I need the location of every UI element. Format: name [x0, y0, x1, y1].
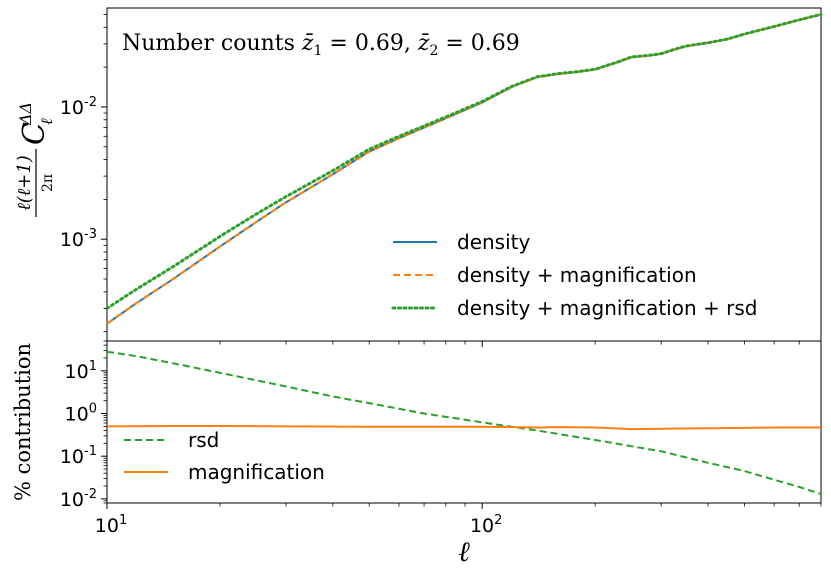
bottom-legend: rsd magnification: [124, 428, 325, 484]
y-tick-label: 101: [65, 359, 97, 383]
bottom-series-group: [106, 350, 822, 495]
legend-label-top-2: density + magnification + rsd: [457, 296, 757, 320]
top-x-ticks: [106, 341, 822, 347]
top-y-axis-label: ℓ(ℓ+1) 2π C ΔΔ ℓ: [14, 102, 56, 217]
x-axis-label: ℓ: [458, 535, 470, 568]
svg-text:ℓ(ℓ+1): ℓ(ℓ+1): [14, 155, 35, 211]
legend-label-bottom-0: rsd: [188, 428, 219, 452]
x-tick-label: 102: [470, 513, 502, 537]
bottom-x-ticks: 101 102: [95, 503, 822, 537]
y-tick-label: 10-2: [60, 95, 97, 119]
series-line-top-2: [105, 12, 823, 310]
y-tick-label: 100: [65, 402, 97, 426]
series-line-bottom-1: [106, 424, 821, 431]
legend-label-top-0: density: [457, 230, 530, 254]
legend-label-bottom-1: magnification: [188, 460, 325, 484]
top-y-ticks: 10-2 10-3: [60, 14, 107, 333]
bottom-plot-frame: [106, 340, 822, 504]
svg-text:ΔΔ: ΔΔ: [16, 102, 35, 126]
top-annotation: Number counts z̄1 = 0.69, z̄2 = 0.69: [122, 31, 520, 59]
svg-text:2π: 2π: [40, 174, 56, 192]
y-tick-label: 10-3: [60, 227, 97, 251]
top-plot-frame: [106, 7, 822, 342]
top-series-group: [105, 12, 823, 325]
top-panel: 10-2 10-3 Number counts z̄1 = 0.69, z̄2 =…: [14, 7, 823, 347]
bottom-panel: 101 100 10-1 10-2 101 102 % contribution ℓ r…: [11, 340, 822, 568]
bottom-y-ticks: 101 100 10-1 10-2: [60, 340, 107, 511]
bottom-y-axis-label: % contribution: [11, 343, 35, 501]
svg-text:C: C: [17, 122, 52, 145]
y-tick-label: 10-2: [60, 487, 97, 511]
svg-text:ℓ: ℓ: [37, 118, 56, 125]
x-tick-label: 101: [95, 513, 127, 537]
legend-label-top-1: density + magnification: [457, 263, 697, 287]
top-legend: density density + magnification density + …: [391, 230, 757, 320]
y-tick-label: 10-1: [60, 444, 97, 468]
